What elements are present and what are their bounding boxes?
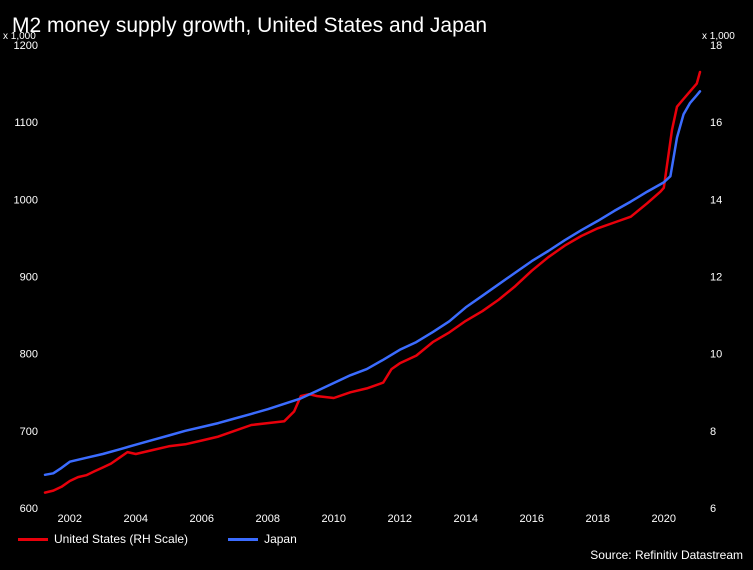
left-axis-tick-label: 900 — [20, 272, 38, 284]
x-axis-tick-label: 2012 — [388, 513, 412, 525]
chart-title: M2 money supply growth, United States an… — [12, 14, 488, 37]
left-axis-tick-label: 700 — [20, 426, 38, 438]
right-axis-unit: x 1,000 — [702, 31, 735, 42]
legend-item-japan: Japan — [228, 532, 297, 546]
left-axis-tick-label: 1200 — [14, 40, 38, 52]
legend-swatch-japan — [228, 537, 259, 541]
right-axis-tick-label: 10 — [710, 349, 722, 361]
x-axis-tick-label: 2016 — [520, 513, 544, 525]
left-axis-tick-label: 1000 — [14, 194, 38, 206]
left-axis-unit: x 1,000 — [3, 31, 36, 42]
x-axis-tick-label: 2002 — [58, 513, 82, 525]
x-axis-tick-label: 2018 — [586, 513, 610, 525]
right-axis-tick-label: 18 — [710, 40, 722, 52]
right-axis-tick-label: 12 — [710, 272, 722, 284]
legend-label-japan: Japan — [264, 532, 297, 546]
legend-item-united-states: United States (RH Scale) — [18, 532, 188, 546]
legend-label-united-states: United States (RH Scale) — [54, 532, 189, 546]
x-axis-tick-label: 2008 — [256, 513, 280, 525]
legend-swatch-united-states — [18, 537, 48, 541]
x-axis-tick-label: 2006 — [190, 513, 214, 525]
x-axis-tick-label: 2014 — [454, 513, 478, 525]
right-axis-tick-label: 8 — [710, 426, 716, 438]
series-line-japan — [43, 90, 702, 477]
x-axis-tick-label: 2020 — [652, 513, 676, 525]
series-line-united-states — [43, 70, 702, 494]
x-axis-tick-label: 2004 — [124, 513, 148, 525]
legend: United States (RH Scale) Japan — [18, 532, 337, 546]
left-axis-tick-label: 600 — [20, 503, 38, 515]
right-axis-tick-label: 6 — [710, 503, 716, 515]
x-axis-tick-label: 2010 — [322, 513, 346, 525]
source-note: Source: Refinitiv Datastream — [590, 548, 743, 562]
left-axis-tick-label: 800 — [20, 349, 38, 361]
right-axis-tick-label: 16 — [710, 117, 722, 129]
right-axis-tick-label: 14 — [710, 194, 722, 206]
left-axis-tick-label: 1100 — [14, 117, 38, 129]
